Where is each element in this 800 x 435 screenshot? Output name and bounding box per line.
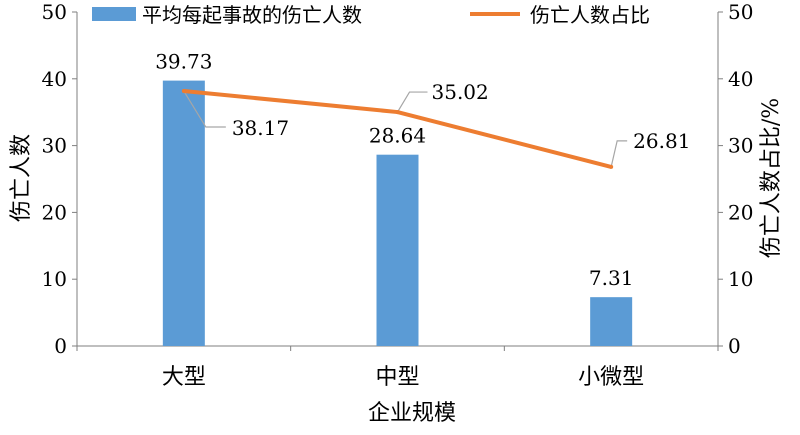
y-tick-label: 30	[42, 134, 67, 158]
line-data-label: 38.17	[232, 116, 289, 140]
line-point	[609, 164, 614, 169]
y-axis-title: 伤亡人数	[9, 134, 34, 222]
x-category-label: 中型	[375, 365, 419, 390]
y2-tick-label: 40	[728, 67, 753, 91]
bar-data-label: 28.64	[369, 124, 426, 148]
y-tick-label: 20	[42, 200, 67, 224]
leader-lines	[183, 90, 628, 168]
bar	[590, 297, 633, 346]
line-data-label: 26.81	[633, 129, 690, 153]
line-data-label: 35.02	[432, 80, 489, 104]
bar-series	[162, 80, 633, 346]
leader-line	[396, 91, 428, 113]
line-point	[395, 110, 400, 115]
y2-tick-label: 50	[728, 0, 753, 24]
line-point	[181, 89, 186, 94]
bar-data-label: 7.31	[589, 266, 634, 290]
bar-data-label: 39.73	[155, 50, 212, 74]
y-tick-label: 0	[54, 334, 67, 358]
bar	[376, 154, 419, 346]
legend-label-line: 伤亡人数占比	[530, 3, 650, 27]
y2-tick-label: 10	[728, 267, 753, 291]
line-series	[181, 89, 614, 169]
data-labels: 39.73 28.64 7.31 38.17 35.02 26.81	[155, 50, 690, 291]
y2-tick-label: 30	[728, 134, 753, 158]
x-category-label: 大型	[162, 365, 206, 390]
y-tick-label: 50	[42, 0, 67, 24]
y2-tick-label: 20	[728, 200, 753, 224]
x-axis-title: 企业规模	[368, 401, 456, 426]
y-tick-label: 40	[42, 67, 67, 91]
leader-line	[183, 90, 226, 128]
y2-tick-label: 0	[728, 334, 741, 358]
legend-swatch-bars	[92, 7, 136, 21]
tick-labels: 0 10 20 30 40 50 0 10 20 30 40 50	[42, 0, 754, 358]
y2-axis-title: 伤亡人数占比/%	[759, 98, 784, 258]
legend-label-bars: 平均每起事故的伤亡人数	[142, 3, 362, 27]
bar	[162, 80, 205, 346]
category-labels: 大型 中型 小微型	[162, 365, 644, 390]
y-tick-label: 10	[42, 267, 67, 291]
leader-line	[610, 140, 628, 168]
x-category-label: 小微型	[578, 365, 644, 390]
legend: 平均每起事故的伤亡人数 伤亡人数占比	[92, 3, 650, 27]
